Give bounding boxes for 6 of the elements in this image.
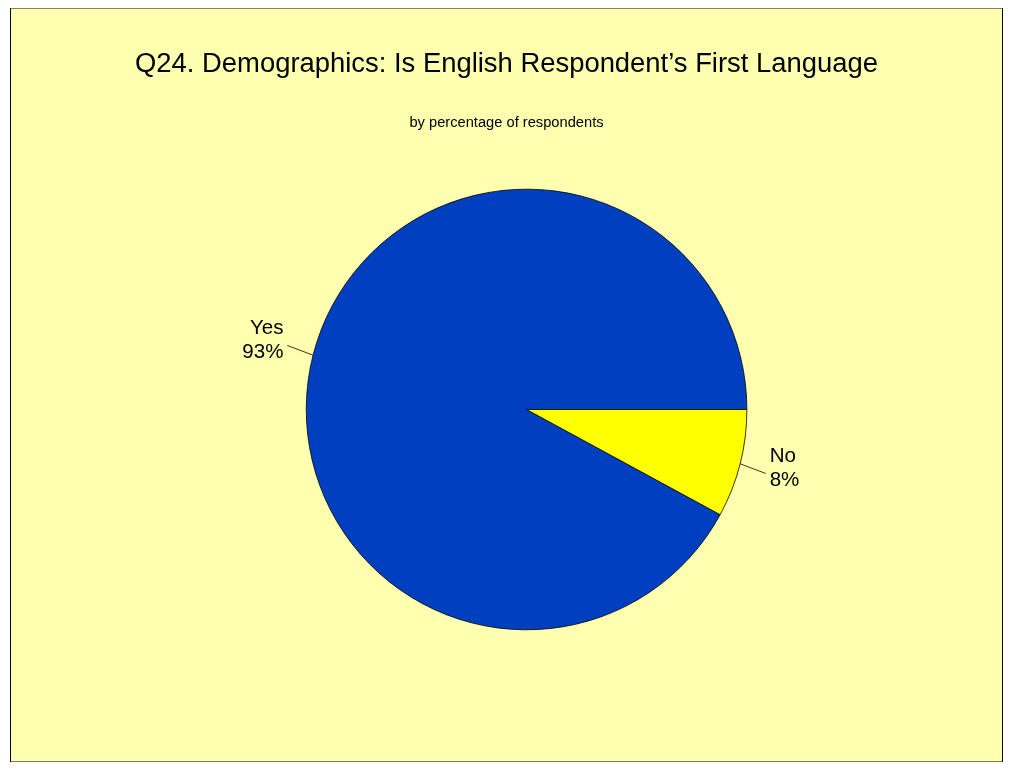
chart-subtitle: by percentage of respondents bbox=[409, 114, 604, 131]
slice-label: No bbox=[769, 442, 796, 466]
data-label: 8% bbox=[769, 467, 800, 491]
chart-title: Q24. Demographics: Is English Respondent’s First Language bbox=[135, 46, 878, 78]
slice-label: Yes bbox=[249, 314, 284, 338]
data-label: 93% bbox=[242, 339, 284, 363]
